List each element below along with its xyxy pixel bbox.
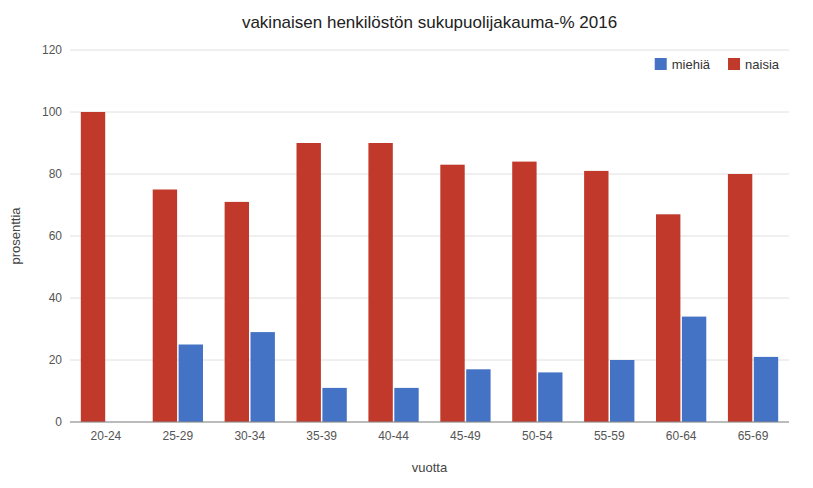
bar [322, 388, 346, 422]
x-axis-line [70, 422, 789, 423]
grid-line [70, 174, 789, 175]
bar [728, 174, 752, 422]
x-tick-label: 65-69 [738, 429, 769, 443]
legend-label: miehiä [672, 57, 711, 72]
bar [297, 143, 321, 422]
grid-line [70, 50, 789, 51]
legend-swatch [655, 58, 667, 70]
grid-line [70, 422, 789, 423]
bar [538, 372, 562, 422]
legend-item: miehiä [655, 57, 711, 72]
title: vakinaisen henkilöstön sukupuolijakauma-… [242, 13, 617, 32]
bar [754, 357, 778, 422]
y-tick-label: 100 [42, 105, 62, 119]
bar [225, 202, 249, 422]
grid-line [70, 236, 789, 237]
x-tick-label: 35-39 [306, 429, 337, 443]
bar [368, 143, 392, 422]
y-axis-label: prosenttia [8, 207, 23, 265]
bar [610, 360, 634, 422]
legend-item: naisia [728, 57, 780, 72]
bar [584, 171, 608, 422]
legend: miehiä naisia [655, 57, 780, 72]
bar [682, 317, 706, 422]
y-tick-label: 120 [42, 43, 62, 57]
x-axis: 20-24 25-29 30-34 35-39 40-44 45-49 50-54 55-59… [70, 422, 789, 443]
x-tick-label: 60-64 [666, 429, 697, 443]
bar [153, 190, 177, 423]
y-axis: 0 20 40 60 80 100 120 [42, 43, 62, 429]
bar [512, 162, 536, 422]
bar [440, 165, 464, 422]
bar [81, 112, 105, 422]
x-tick-label: 55-59 [594, 429, 625, 443]
x-tick-label: 30-34 [234, 429, 265, 443]
bar [179, 345, 203, 423]
bar [394, 388, 418, 422]
x-tick-label: 45-49 [450, 429, 481, 443]
y-tick-label: 40 [49, 291, 63, 305]
bar [466, 369, 490, 422]
y-tick-label: 60 [49, 229, 63, 243]
legend-label: naisia [745, 57, 780, 72]
y-tick-label: 0 [55, 415, 62, 429]
grid-line [70, 298, 789, 299]
bars [81, 112, 778, 422]
x-tick-label: 50-54 [522, 429, 553, 443]
grid-line [70, 360, 789, 361]
legend-swatch [728, 58, 740, 70]
bar [251, 332, 275, 422]
chart-svg: vakinaisen henkilöstön sukupuolijakauma-… [0, 0, 813, 488]
bar [656, 214, 680, 422]
x-tick-label: 20-24 [91, 429, 122, 443]
x-tick-label: 25-29 [162, 429, 193, 443]
grid-line [70, 112, 789, 113]
grid [70, 50, 789, 422]
x-tick-label: 40-44 [378, 429, 409, 443]
x-axis-label: vuotta [412, 460, 448, 475]
y-tick-label: 20 [49, 353, 63, 367]
chart-container: vakinaisen henkilöstön sukupuolijakauma-… [0, 0, 813, 488]
y-tick-label: 80 [49, 167, 63, 181]
